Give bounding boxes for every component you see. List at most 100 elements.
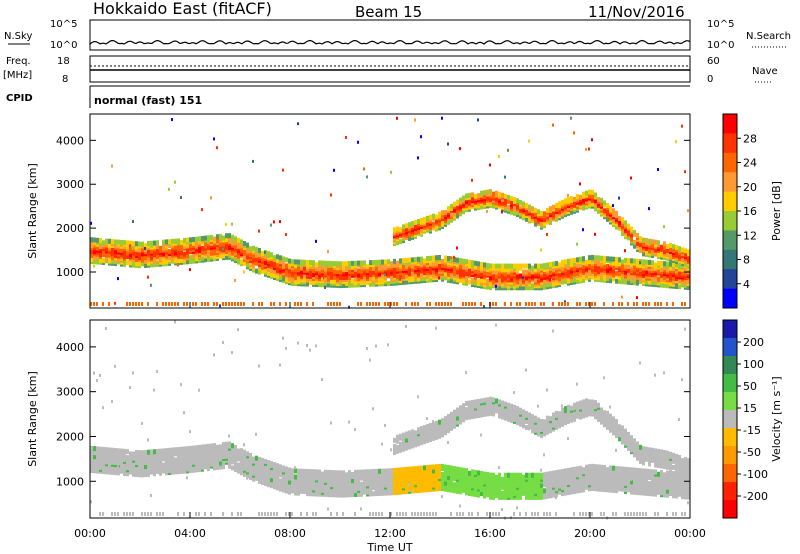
power-cell	[471, 196, 474, 202]
velocity-cell	[183, 512, 185, 516]
power-cell	[633, 274, 636, 280]
power-cell	[432, 221, 435, 227]
velocity-cell	[381, 468, 384, 474]
velocity-cell	[414, 470, 417, 476]
velocity-cell	[459, 489, 462, 495]
power-cell	[147, 275, 149, 279]
velocity-cell	[105, 447, 108, 453]
power-cell	[447, 256, 450, 261]
power-ytick-0: 1000	[56, 266, 84, 279]
velocity-cell	[297, 341, 299, 345]
velocity-cell	[237, 448, 240, 454]
power-cell	[516, 210, 519, 216]
power-cell	[591, 254, 594, 260]
velocity-cell	[318, 491, 321, 497]
power-cell	[243, 270, 245, 274]
velocity-cell	[114, 512, 116, 516]
power-cell	[681, 124, 683, 128]
power-cell	[579, 194, 582, 200]
power-cell	[645, 302, 647, 306]
power-cell	[624, 257, 627, 263]
power-cell	[642, 259, 645, 265]
power-cell	[420, 227, 423, 233]
velocity-cell	[129, 512, 131, 516]
power-cell	[555, 274, 558, 280]
velocity-cell	[270, 461, 273, 467]
cpid-strip: CPID normal (fast) 151	[6, 85, 690, 108]
velocity-cell	[285, 512, 287, 516]
power-cell	[345, 261, 348, 267]
velocity-cell	[270, 469, 273, 475]
velocity-cell	[402, 473, 405, 479]
power-cell	[591, 201, 594, 207]
velocity-cell	[333, 488, 336, 494]
velocity-cell	[384, 468, 387, 474]
power-cell	[633, 302, 635, 306]
power-cell	[669, 281, 672, 287]
velocity-cell	[300, 468, 303, 474]
velocity-cell	[201, 462, 204, 468]
power-cell	[657, 268, 660, 274]
velocity-cell	[210, 459, 213, 465]
velocity-cell	[315, 512, 317, 516]
velocity-cell	[348, 484, 351, 490]
velocity-cell	[324, 469, 327, 475]
power-cell	[633, 229, 636, 235]
power-cell	[147, 302, 149, 306]
power-cell	[531, 206, 534, 212]
velocity-cell	[372, 407, 374, 411]
power-cell	[312, 260, 315, 266]
power-cell	[501, 192, 504, 198]
velocity-cell	[120, 452, 123, 458]
power-cell	[510, 196, 513, 201]
power-cell	[618, 220, 621, 225]
power-cell	[411, 271, 414, 277]
velocity-cell	[231, 453, 234, 459]
velocity-cell	[228, 451, 231, 457]
power-cell	[588, 259, 591, 265]
velocity-cell	[492, 397, 495, 403]
velocity-cell	[432, 427, 435, 433]
power-cell	[552, 261, 555, 267]
velocity-cell	[171, 468, 173, 472]
power-cell	[465, 203, 468, 209]
velocity-cell	[420, 426, 423, 432]
power-cell	[681, 247, 684, 253]
power-cell	[285, 257, 288, 263]
power-cell	[441, 274, 444, 280]
power-cell	[504, 271, 507, 277]
velocity-cell	[426, 465, 429, 470]
velocity-cell	[402, 477, 405, 483]
power-cell	[303, 265, 306, 271]
power-cell	[105, 238, 108, 244]
velocity-cell	[507, 406, 510, 412]
power-cell	[573, 196, 576, 202]
power-cell	[387, 302, 389, 306]
velocity-cell	[141, 512, 143, 516]
velocity-cell	[405, 512, 407, 516]
power-cell	[297, 275, 300, 281]
power-cell	[90, 237, 93, 243]
power-cell	[111, 164, 113, 168]
velocity-cell	[495, 512, 497, 516]
power-cell	[261, 302, 263, 306]
power-cell	[588, 189, 591, 195]
power-cell	[333, 302, 335, 306]
power-cell	[345, 271, 348, 276]
power-cell	[588, 147, 590, 151]
power-cell	[339, 265, 342, 271]
power-cell	[153, 240, 156, 246]
power-cell	[195, 242, 198, 248]
power-cell	[93, 302, 95, 306]
velocity-cell	[96, 446, 99, 452]
power-cell	[306, 281, 309, 287]
power-cell	[411, 302, 413, 306]
velocity-cell	[486, 397, 489, 403]
power-cell	[387, 281, 390, 287]
power-cell	[174, 302, 176, 306]
power-cell	[486, 284, 489, 290]
velocity-cell	[156, 459, 159, 464]
velocity-cell	[108, 457, 111, 463]
power-cell	[258, 302, 260, 306]
